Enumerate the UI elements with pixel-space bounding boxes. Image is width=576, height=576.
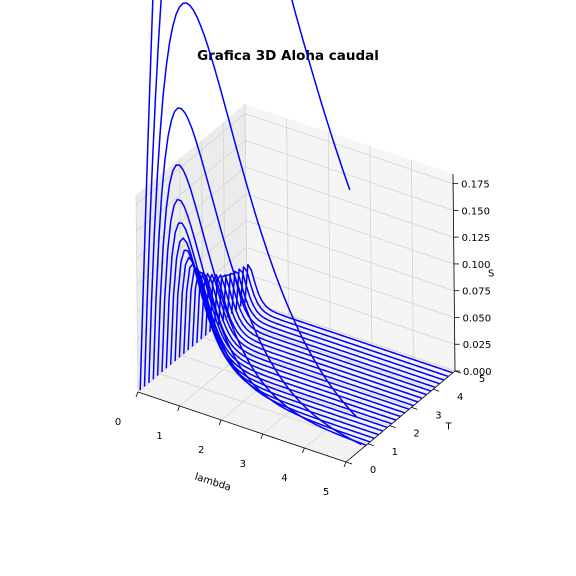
series-line-10 (178, 256, 388, 429)
series-line-24 (239, 266, 449, 378)
z-tick-label: 0.100 (462, 260, 491, 271)
series-line-18 (213, 274, 423, 400)
series-line-25 (244, 263, 454, 374)
z-tick-label: 0.050 (462, 313, 491, 324)
y-tick (389, 425, 396, 428)
series-line-16 (204, 273, 414, 407)
x-axis-line (137, 391, 347, 463)
x-tick (343, 461, 347, 468)
x-tick-label: 2 (198, 445, 204, 456)
x-tick (302, 447, 305, 454)
series-line-2 (143, 0, 351, 387)
series-line-17 (209, 274, 419, 403)
series-lines (139, 0, 454, 446)
series-line-7 (165, 222, 375, 440)
y-axis-label: T (444, 422, 452, 433)
y-tick (433, 388, 440, 392)
x-tick-label: 5 (323, 487, 329, 498)
series-line-21 (226, 272, 436, 389)
z-tick-label: 0.000 (463, 367, 492, 378)
grid-line-z (137, 247, 455, 339)
y-tick (367, 443, 374, 447)
chart-title: Grafica 3D Aloha caudal (197, 48, 379, 64)
y-tick-label: 4 (457, 392, 463, 403)
y-tick-label: 1 (392, 447, 398, 458)
x-tick (177, 405, 180, 412)
grid-line-z (136, 139, 454, 232)
z-tick-label: 0.125 (462, 233, 491, 244)
z-tick-label: 0.175 (461, 180, 490, 191)
series-line-23 (235, 268, 445, 381)
series-line-15 (200, 272, 410, 410)
grid-line-z (136, 166, 454, 259)
z-tick-label: 0.075 (462, 287, 491, 298)
series-line-20 (222, 273, 432, 392)
y-tick-label: 0 (370, 465, 376, 476)
x-tick-label: 0 (115, 417, 121, 428)
z-axis-label: S (488, 269, 494, 280)
x-tick-label: 3 (240, 459, 246, 470)
y-tick (411, 407, 418, 410)
series-line-22 (230, 270, 440, 385)
y-tick-label: 2 (413, 429, 419, 440)
x-axis-label: lambda (193, 472, 232, 494)
x-tick-label: 1 (156, 431, 162, 442)
series-line-3 (148, 2, 358, 418)
x-tick (135, 391, 139, 398)
z-axis-line (452, 173, 456, 372)
y-tick-label: 5 (479, 374, 485, 385)
series-line-11 (183, 262, 393, 425)
series-line-14 (196, 271, 406, 414)
x-tick (218, 419, 222, 426)
series-line-4 (152, 107, 362, 446)
y-tick-label: 3 (435, 410, 441, 421)
series-line-5 (156, 164, 366, 446)
x-tick (260, 433, 264, 440)
y-tick (345, 461, 353, 465)
grid-line-z (136, 193, 455, 286)
grid-line-z (136, 220, 455, 313)
series-line-13 (191, 270, 401, 418)
z-tick-label: 0.025 (463, 340, 492, 351)
back-wall-pane (245, 104, 455, 371)
z-tick-label: 0.150 (461, 206, 490, 217)
tick-labels: 0123450123450.0000.0250.0500.0750.1000.1… (115, 180, 492, 498)
x-tick-label: 4 (281, 473, 287, 484)
series-line-12 (187, 268, 397, 421)
series-line-19 (217, 274, 427, 396)
